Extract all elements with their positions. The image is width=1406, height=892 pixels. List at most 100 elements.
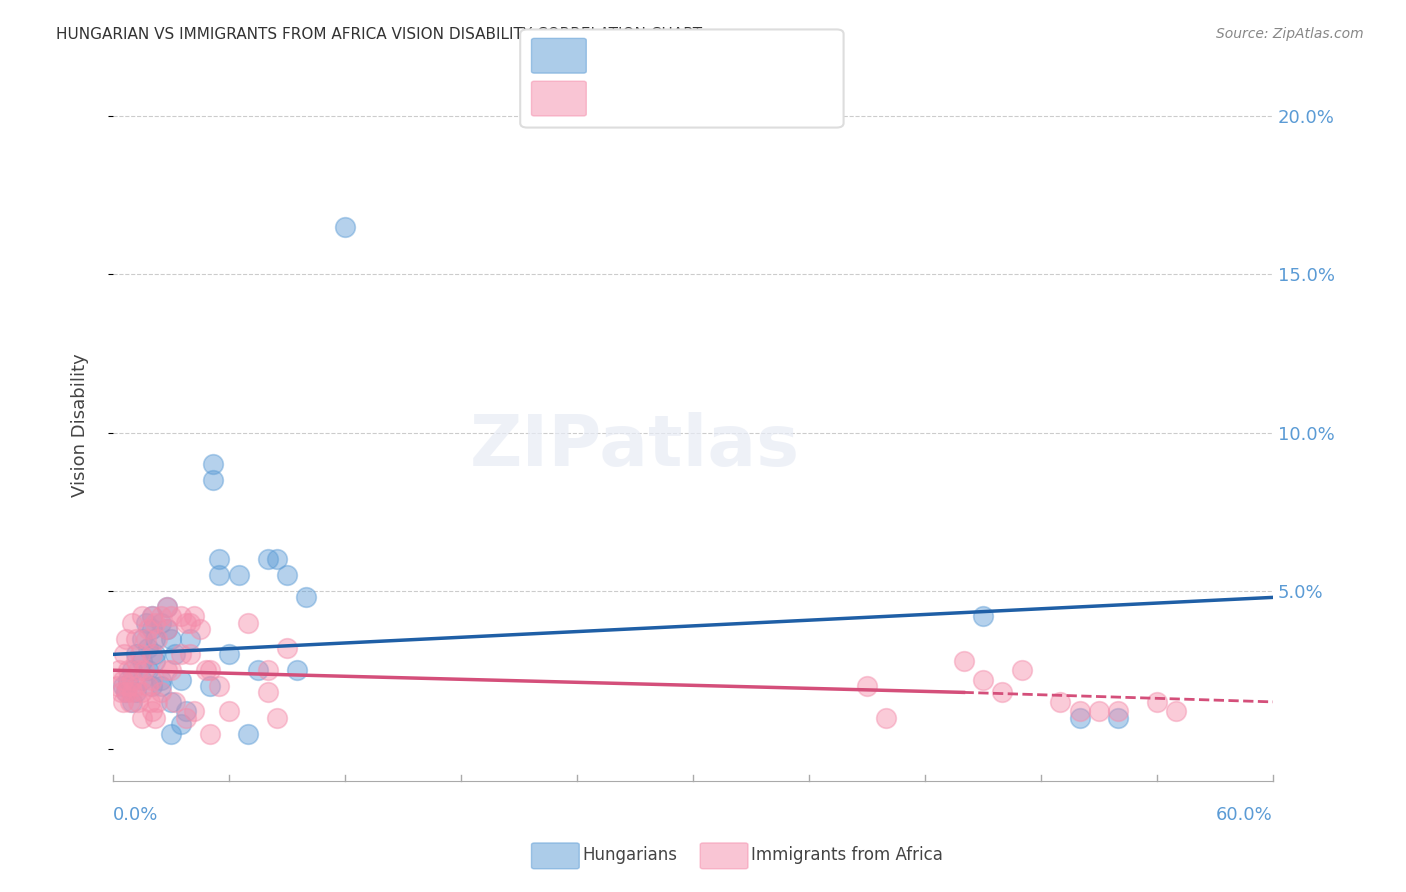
Point — [156, 663, 179, 677]
Point — [160, 663, 183, 677]
Point — [156, 622, 179, 636]
Point — [238, 615, 260, 630]
Point — [1146, 695, 1168, 709]
Y-axis label: Vision Disability: Vision Disability — [72, 353, 89, 497]
Point — [156, 622, 179, 636]
Point — [156, 599, 179, 614]
Point — [141, 679, 163, 693]
Point — [131, 632, 153, 646]
Point — [179, 648, 201, 662]
Point — [246, 663, 269, 677]
Point — [169, 717, 191, 731]
Point — [160, 609, 183, 624]
Point — [238, 726, 260, 740]
Point — [145, 615, 167, 630]
Point — [146, 632, 169, 646]
Point — [266, 711, 288, 725]
Point — [179, 632, 201, 646]
Point — [111, 679, 134, 693]
Point — [208, 568, 231, 582]
Point — [150, 615, 173, 630]
Text: 60.0%: 60.0% — [1216, 806, 1272, 824]
Point — [179, 615, 201, 630]
Point — [169, 648, 191, 662]
Point — [141, 609, 163, 624]
Point — [120, 695, 142, 709]
Point — [856, 679, 879, 693]
Point — [160, 632, 183, 646]
Point — [121, 615, 143, 630]
Point — [1011, 663, 1033, 677]
Point — [276, 568, 298, 582]
Point — [176, 711, 198, 725]
Point — [194, 663, 217, 677]
Point — [117, 663, 139, 677]
Point — [198, 679, 221, 693]
Point — [202, 473, 225, 487]
Point — [125, 632, 148, 646]
Point — [150, 609, 173, 624]
Text: Hungarians: Hungarians — [582, 847, 678, 864]
Point — [145, 632, 167, 646]
Point — [176, 705, 198, 719]
Point — [131, 711, 153, 725]
Text: Immigrants from Africa: Immigrants from Africa — [751, 847, 942, 864]
Point — [131, 685, 153, 699]
Point — [115, 632, 138, 646]
Point — [131, 673, 153, 687]
Point — [176, 615, 198, 630]
Point — [110, 685, 132, 699]
Point — [228, 568, 250, 582]
Text: HUNGARIAN VS IMMIGRANTS FROM AFRICA VISION DISABILITY CORRELATION CHART: HUNGARIAN VS IMMIGRANTS FROM AFRICA VISI… — [56, 27, 703, 42]
Point — [136, 663, 159, 677]
Point — [121, 695, 143, 709]
Point — [183, 609, 205, 624]
Point — [115, 685, 138, 699]
Point — [160, 695, 183, 709]
Point — [145, 654, 167, 668]
Point — [132, 663, 155, 677]
Point — [125, 679, 148, 693]
Point — [333, 219, 356, 234]
Point — [208, 552, 231, 566]
Point — [141, 622, 163, 636]
Point — [131, 654, 153, 668]
Point — [1107, 711, 1129, 725]
Point — [160, 726, 183, 740]
Point — [256, 663, 278, 677]
Point — [276, 641, 298, 656]
Point — [136, 622, 159, 636]
Point — [121, 663, 143, 677]
Point — [138, 695, 160, 709]
Point — [972, 673, 994, 687]
Point — [1049, 695, 1071, 709]
Point — [127, 695, 149, 709]
Point — [202, 458, 225, 472]
Point — [218, 705, 240, 719]
Point — [136, 679, 159, 693]
Point — [117, 673, 139, 687]
Point — [198, 726, 221, 740]
Point — [163, 648, 186, 662]
Point — [1166, 705, 1188, 719]
Point — [952, 654, 974, 668]
Point — [121, 673, 143, 687]
Text: R = -0.127   N = 76: R = -0.127 N = 76 — [593, 89, 785, 107]
Point — [115, 685, 138, 699]
Point — [141, 648, 163, 662]
Point — [1069, 705, 1091, 719]
Point — [141, 705, 163, 719]
Point — [169, 609, 191, 624]
Point — [136, 641, 159, 656]
Point — [141, 609, 163, 624]
Point — [150, 685, 173, 699]
Point — [114, 648, 136, 662]
Point — [145, 648, 167, 662]
Point — [117, 679, 139, 693]
Point — [141, 673, 163, 687]
Point — [169, 673, 191, 687]
Point — [156, 599, 179, 614]
Point — [150, 673, 173, 687]
Point — [183, 705, 205, 719]
Point — [105, 679, 128, 693]
